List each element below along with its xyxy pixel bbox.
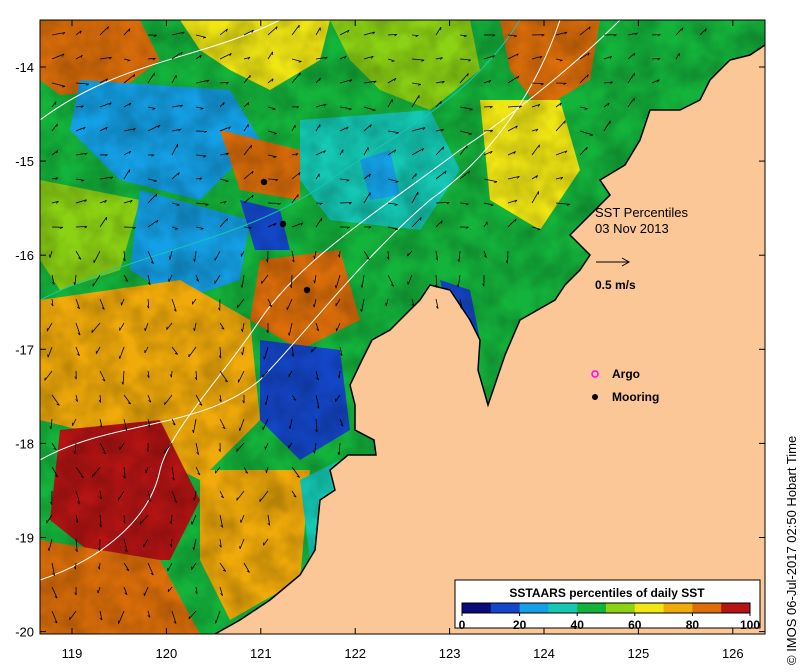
- bathymetry-contours: [40, 20, 621, 581]
- mooring-marker[interactable]: [279, 220, 287, 228]
- y-tick-label: -14: [15, 60, 34, 75]
- map-title: SST Percentiles: [595, 205, 688, 220]
- argo-legend-icon: [591, 370, 599, 378]
- colorbar-swatch: [663, 603, 693, 613]
- coastline: [214, 44, 765, 634]
- x-tick-label: 121: [250, 646, 272, 661]
- x-tick-label: 124: [533, 646, 555, 661]
- plot-frame: [39, 19, 766, 635]
- colorbar-swatch: [634, 603, 665, 613]
- colorbar-title: SSTAARS percentiles of daily SST: [509, 586, 705, 600]
- colorbar-tick-label: 40: [571, 618, 585, 632]
- colorbar-swatch: [577, 603, 607, 613]
- x-axis: 119 120 121 122 123 124 125 126: [62, 20, 744, 661]
- y-tick-label: -17: [15, 342, 34, 357]
- x-tick-label: 123: [439, 646, 461, 661]
- colorbar-tick-label: 60: [628, 618, 642, 632]
- x-tick-label: 126: [722, 646, 744, 661]
- current-vectors: [44, 24, 707, 624]
- colorbar-swatch: [462, 603, 492, 613]
- colorbar-swatch: [519, 603, 549, 613]
- x-tick-label: 120: [156, 646, 178, 661]
- x-tick-label: 122: [344, 646, 366, 661]
- mooring-marker[interactable]: [303, 286, 311, 294]
- colorbar-tick-label: 100: [740, 618, 760, 632]
- land-mass: [215, 20, 765, 634]
- map-date: 03 Nov 2013: [595, 221, 669, 236]
- mooring-marker[interactable]: [260, 178, 268, 186]
- argo-legend-label: Argo: [612, 367, 640, 381]
- y-axis: -14 -15 -16 -17 -18 -19 -20: [15, 60, 765, 640]
- colorbar: SSTAARS percentiles of daily SST 0 20 40 60…: [454, 579, 761, 632]
- colorbar-tick-label: 0: [459, 618, 466, 632]
- mooring-legend-icon: [592, 394, 598, 400]
- credit-text: © IMOS 06-Jul-2017 02:50 Hobart Time: [784, 435, 799, 665]
- y-tick-label: -19: [15, 531, 34, 546]
- colorbar-swatch: [721, 603, 751, 613]
- mooring-legend-label: Mooring: [612, 390, 659, 404]
- colorbar-swatch: [548, 603, 578, 613]
- scale-arrow: [596, 257, 631, 267]
- x-tick-label: 119: [62, 646, 83, 661]
- x-tick-label: 125: [628, 646, 650, 661]
- y-tick-label: -18: [15, 436, 34, 451]
- colorbar-tick-label: 80: [686, 618, 700, 632]
- y-tick-label: -20: [15, 625, 34, 640]
- y-tick-label: -15: [15, 154, 34, 169]
- colorbar-tick-label: 20: [513, 618, 527, 632]
- mooring-markers: [260, 178, 311, 294]
- scale-arrow-label: 0.5 m/s: [595, 278, 636, 292]
- y-tick-label: -16: [15, 248, 34, 263]
- colorbar-swatch: [490, 603, 521, 613]
- colorbar-swatch: [692, 603, 722, 613]
- colorbar-swatch: [606, 603, 636, 613]
